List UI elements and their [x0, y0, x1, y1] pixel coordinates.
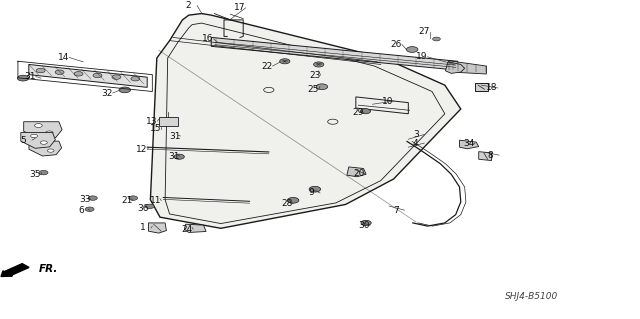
- Circle shape: [131, 77, 140, 81]
- Text: 15: 15: [150, 124, 161, 133]
- Text: 30: 30: [358, 221, 370, 230]
- Circle shape: [112, 75, 121, 79]
- Circle shape: [129, 196, 138, 200]
- Polygon shape: [475, 83, 488, 92]
- Circle shape: [309, 186, 321, 192]
- Circle shape: [287, 197, 299, 203]
- Circle shape: [74, 71, 83, 76]
- Text: 9: 9: [308, 189, 314, 197]
- Circle shape: [85, 207, 94, 211]
- Text: 33: 33: [79, 195, 91, 204]
- Text: 20: 20: [353, 169, 365, 178]
- Text: 25: 25: [307, 85, 319, 94]
- Text: 3: 3: [413, 130, 419, 139]
- Circle shape: [361, 220, 371, 226]
- Text: 36: 36: [137, 204, 148, 213]
- Polygon shape: [184, 224, 206, 233]
- Text: 28: 28: [282, 199, 293, 208]
- Circle shape: [39, 170, 48, 175]
- Circle shape: [40, 141, 47, 144]
- Text: 26: 26: [390, 40, 402, 49]
- Text: 8: 8: [488, 151, 493, 160]
- Text: 18: 18: [486, 84, 498, 93]
- FancyArrow shape: [1, 263, 29, 277]
- Circle shape: [55, 70, 64, 74]
- Text: 31: 31: [169, 131, 180, 141]
- Text: 5: 5: [20, 136, 26, 145]
- Text: 4: 4: [413, 138, 419, 148]
- Circle shape: [31, 134, 38, 138]
- Polygon shape: [445, 62, 465, 73]
- Polygon shape: [29, 64, 147, 87]
- Circle shape: [280, 59, 290, 64]
- Circle shape: [93, 73, 102, 78]
- Text: 31: 31: [168, 152, 180, 160]
- Text: 34: 34: [463, 139, 475, 148]
- Polygon shape: [24, 122, 62, 139]
- Text: 1: 1: [140, 224, 145, 233]
- Text: 22: 22: [261, 62, 273, 70]
- Polygon shape: [479, 152, 492, 160]
- Circle shape: [36, 68, 45, 73]
- Circle shape: [88, 196, 97, 200]
- Polygon shape: [460, 140, 479, 149]
- Text: 7: 7: [393, 206, 399, 215]
- Circle shape: [38, 143, 45, 146]
- Text: 27: 27: [419, 27, 430, 36]
- Text: 13: 13: [146, 116, 157, 126]
- Text: 29: 29: [352, 108, 364, 117]
- Circle shape: [314, 62, 324, 67]
- Polygon shape: [20, 132, 56, 148]
- Circle shape: [35, 124, 42, 128]
- Circle shape: [47, 149, 54, 152]
- Text: 10: 10: [382, 97, 394, 106]
- Circle shape: [360, 109, 371, 114]
- Circle shape: [174, 154, 184, 159]
- Circle shape: [45, 131, 53, 135]
- Text: 14: 14: [58, 53, 69, 62]
- Text: 21: 21: [122, 196, 133, 205]
- Text: 19: 19: [416, 52, 428, 61]
- Circle shape: [433, 37, 440, 41]
- Polygon shape: [159, 117, 178, 126]
- Text: 35: 35: [29, 170, 41, 179]
- Polygon shape: [448, 61, 486, 74]
- Circle shape: [316, 84, 328, 90]
- Circle shape: [17, 75, 29, 81]
- Text: FR.: FR.: [38, 264, 58, 274]
- Text: 23: 23: [309, 71, 321, 80]
- Text: 17: 17: [234, 3, 246, 12]
- Text: SHJ4-B5100: SHJ4-B5100: [504, 292, 558, 300]
- Polygon shape: [148, 223, 166, 233]
- Text: 16: 16: [202, 34, 214, 43]
- Text: 24: 24: [182, 225, 193, 234]
- Polygon shape: [29, 141, 61, 156]
- Polygon shape: [150, 13, 461, 228]
- Circle shape: [119, 87, 131, 93]
- Text: 11: 11: [150, 196, 161, 205]
- Circle shape: [145, 204, 154, 209]
- Polygon shape: [211, 37, 458, 70]
- Circle shape: [406, 47, 418, 52]
- Text: 31: 31: [24, 72, 36, 81]
- Text: 12: 12: [136, 145, 148, 153]
- Text: 6: 6: [78, 206, 84, 215]
- Text: 2: 2: [186, 1, 191, 10]
- Text: 32: 32: [101, 89, 113, 98]
- Polygon shape: [347, 167, 366, 177]
